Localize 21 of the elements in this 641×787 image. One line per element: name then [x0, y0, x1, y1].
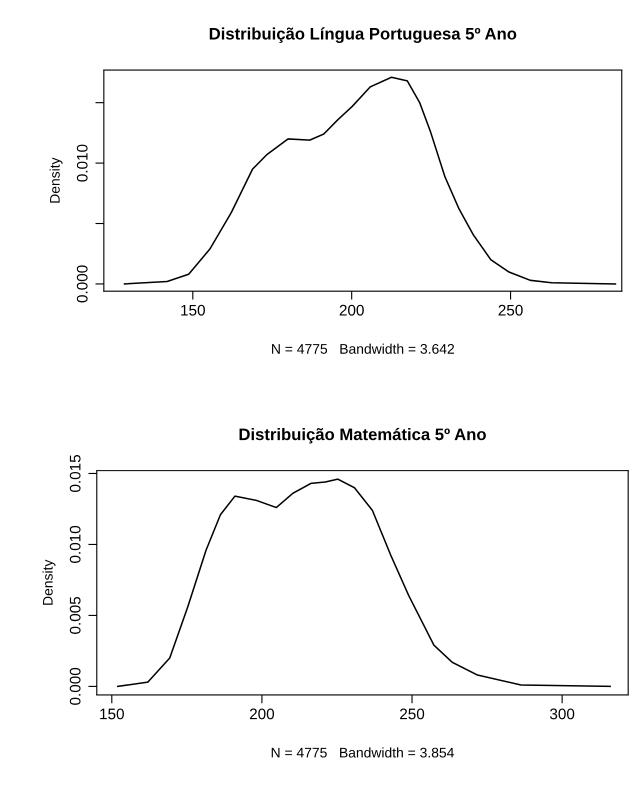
x-tick-label: 300 [550, 708, 574, 720]
chart-title: Distribuição Matemática 5º Ano [240, 428, 486, 444]
y-tick-label: 0.010 [76, 144, 88, 182]
x-tick-label: 250 [400, 708, 424, 720]
line-series [117, 478, 611, 688]
y-tick-label: 0.000 [70, 668, 81, 705]
line-series [124, 76, 616, 285]
x-tick-label: 150 [100, 708, 124, 720]
x-tick-label: 150 [181, 304, 205, 316]
y-axis-title: Density [42, 560, 56, 605]
y-tick-label: 0.005 [70, 596, 81, 634]
x-tick-label: 200 [340, 304, 364, 316]
chart-title: Distribuição Língua Portuguesa 5º Ano [210, 27, 516, 44]
x-axis-title: N = 4775 Bandwidth = 3.854 [272, 747, 454, 758]
y-tick-label: 0.000 [76, 265, 88, 302]
y-tick-label: 0.015 [70, 454, 81, 492]
x-tick-label: 200 [250, 708, 274, 720]
y-tick-label: 0.010 [70, 526, 81, 563]
y-axis-title: Density [50, 157, 63, 203]
x-tick-label: 250 [498, 304, 523, 316]
x-axis-title: N = 4775 Bandwidth = 3.642 [272, 344, 454, 354]
